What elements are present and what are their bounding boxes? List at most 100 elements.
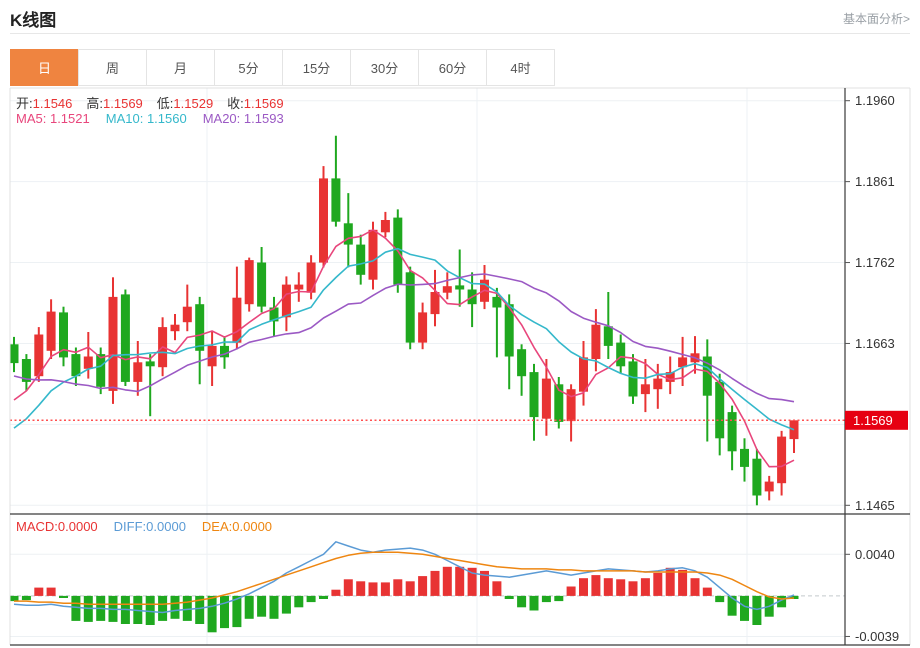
- macd-histogram-bar: [380, 582, 390, 596]
- candle-up: [133, 362, 143, 382]
- macd-histogram-bar: [46, 587, 56, 596]
- close-label: 收:: [227, 96, 244, 111]
- open-value: 1.1546: [32, 96, 73, 111]
- candle-down: [702, 356, 712, 396]
- macd-histogram-bar: [529, 595, 539, 611]
- macd-histogram-bar: [690, 578, 700, 596]
- tab-daily[interactable]: 日: [10, 49, 79, 86]
- candle-up: [653, 378, 663, 390]
- dea-line: [14, 551, 795, 605]
- macd-histogram-bar: [628, 581, 638, 596]
- candle-down: [96, 354, 106, 387]
- candle-up: [207, 345, 217, 367]
- tab-weekly[interactable]: 周: [78, 49, 147, 86]
- macd-histogram-bar: [269, 595, 279, 619]
- axis-tick-label: 1.1663: [855, 336, 895, 351]
- macd-histogram-bar: [343, 579, 353, 596]
- ma5-line: [13, 229, 795, 468]
- macd-histogram-bar: [640, 578, 650, 596]
- macd-histogram-bar: [591, 575, 601, 596]
- macd-histogram-bar: [182, 595, 192, 621]
- macd-histogram-bar: [331, 589, 341, 596]
- tab-15min[interactable]: 15分: [282, 49, 351, 86]
- macd-histogram-bar: [232, 595, 242, 628]
- candle-down: [9, 344, 19, 364]
- tab-monthly[interactable]: 月: [146, 49, 215, 86]
- macd-histogram-bar: [294, 595, 304, 608]
- macd-histogram-bar: [34, 587, 44, 596]
- candle-down: [405, 272, 415, 343]
- macd-histogram-bar: [244, 595, 254, 619]
- macd-histogram-bar: [665, 567, 675, 596]
- candle-up: [380, 220, 390, 233]
- tab-5min[interactable]: 5分: [214, 49, 283, 86]
- macd-histogram-bar: [752, 595, 762, 625]
- tab-4hour[interactable]: 4时: [486, 49, 555, 86]
- ohlc-readout: 开:1.1546 高:1.1569 低:1.1529 收:1.1569: [16, 93, 298, 112]
- macd-histogram-bar: [541, 595, 551, 603]
- candle-up: [170, 324, 180, 332]
- candle-down: [517, 349, 527, 377]
- macd-histogram-bar: [306, 595, 316, 603]
- candle-down: [343, 223, 353, 245]
- axis-tick-label: 1.1861: [855, 174, 895, 189]
- macd-histogram-bar: [158, 595, 168, 621]
- candle-up: [108, 296, 118, 391]
- candle-down: [529, 372, 539, 418]
- axis-tick-label: 1.1465: [855, 498, 895, 513]
- candle-up: [541, 378, 551, 419]
- candle-down: [145, 361, 155, 367]
- ma10-line: [13, 247, 795, 431]
- diff-value: DIFF:0.0000: [113, 519, 186, 534]
- candle-up: [306, 262, 316, 293]
- candle-up: [46, 311, 56, 351]
- macd-histogram-bar: [554, 595, 564, 602]
- macd-histogram-bar: [281, 595, 291, 614]
- candle-down: [269, 307, 279, 322]
- candle-up: [566, 389, 576, 422]
- candle-down: [59, 312, 68, 358]
- fundamental-analysis-link[interactable]: 基本面分析>: [842, 12, 910, 26]
- macd-histogram-bar: [145, 595, 155, 625]
- candle-up: [442, 286, 452, 293]
- macd-histogram-bar: [740, 595, 749, 621]
- macd-histogram-bar: [71, 595, 81, 621]
- macd-histogram-bar: [789, 595, 799, 599]
- candle-down: [628, 361, 638, 397]
- tab-60min[interactable]: 60分: [418, 49, 487, 86]
- macd-histogram-bar: [21, 595, 31, 601]
- macd-histogram-bar: [467, 567, 477, 596]
- high-label: 高:: [86, 96, 104, 111]
- macd-histogram-bar: [257, 595, 267, 617]
- candle-down: [504, 304, 514, 357]
- macd-histogram-bar: [430, 570, 440, 596]
- page-title: K线图: [10, 11, 57, 30]
- macd-histogram-bar: [566, 586, 576, 596]
- macd-readout: MACD:0.0000 DIFF:0.0000 DEA:0.0000: [16, 519, 272, 534]
- macd-histogram-bar: [579, 578, 588, 596]
- candle-down: [727, 412, 737, 452]
- candle-down: [71, 354, 81, 377]
- candle-up: [34, 334, 44, 377]
- macd-histogram-bar: [356, 581, 366, 596]
- candle-down: [455, 285, 465, 290]
- high-value: 1.1569: [103, 96, 143, 111]
- macd-histogram-bar: [195, 595, 205, 624]
- candle-up: [294, 284, 304, 290]
- candle-up: [244, 260, 254, 305]
- candle-down: [715, 381, 725, 439]
- candle-down: [195, 304, 205, 351]
- candle-down: [120, 294, 130, 382]
- candle-up: [319, 178, 328, 263]
- macd-histogram-bar: [480, 570, 489, 596]
- macd-histogram-bar: [9, 595, 19, 602]
- macd-histogram-bar: [715, 595, 725, 603]
- macd-histogram-bar: [455, 566, 465, 596]
- macd-histogram-bar: [170, 595, 180, 619]
- axis-tick-label: -0.0039: [855, 629, 899, 644]
- macd-histogram-bar: [319, 595, 328, 599]
- candle-up: [83, 356, 93, 369]
- tab-30min[interactable]: 30分: [350, 49, 419, 86]
- ma5-value: MA5: 1.1521: [16, 111, 90, 126]
